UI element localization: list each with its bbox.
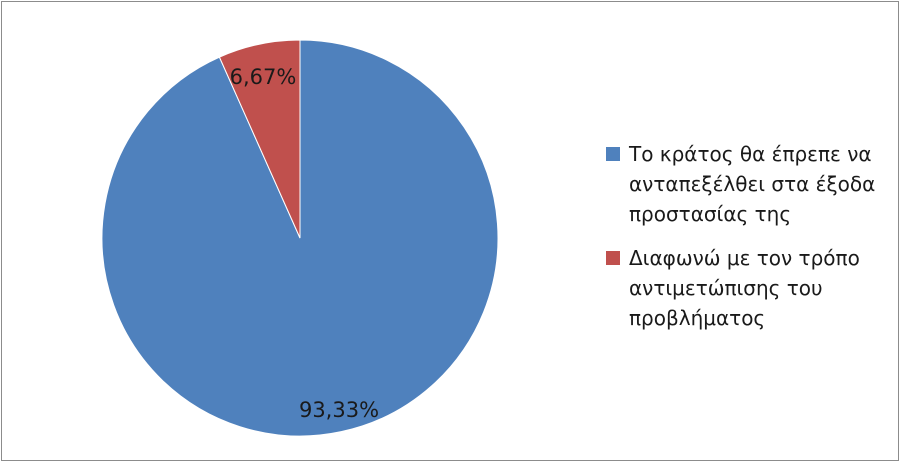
legend-line: Διαφωνώ με τον τρόπο	[629, 246, 860, 270]
pie-slice-2	[218, 39, 301, 239]
data-label-slice-2: 6,67%	[230, 65, 297, 89]
legend-line: Το κράτος θα έπρεπε να	[629, 142, 872, 166]
legend-line: προβλήματος	[629, 306, 766, 330]
legend-swatch-red	[606, 251, 620, 265]
legend-item-1: Το κράτος θα έπρεπε να ανταπεξέλθει στα …	[606, 139, 896, 229]
legend: Το κράτος θα έπρεπε να ανταπεξέλθει στα …	[606, 139, 896, 347]
legend-label-2: Διαφωνώ με τον τρόπο αντιμετώπισης του π…	[629, 243, 860, 333]
data-label-slice-1: 93,33%	[299, 398, 379, 422]
legend-swatch-blue	[606, 147, 620, 161]
pie-slices	[101, 39, 499, 437]
legend-item-2: Διαφωνώ με τον τρόπο αντιμετώπισης του π…	[606, 243, 896, 333]
legend-line: προστασίας της	[629, 202, 792, 226]
legend-line: ανταπεξέλθει στα έξοδα	[629, 172, 876, 196]
legend-line: αντιμετώπισης του	[629, 276, 823, 300]
legend-label-1: Το κράτος θα έπρεπε να ανταπεξέλθει στα …	[629, 139, 875, 229]
